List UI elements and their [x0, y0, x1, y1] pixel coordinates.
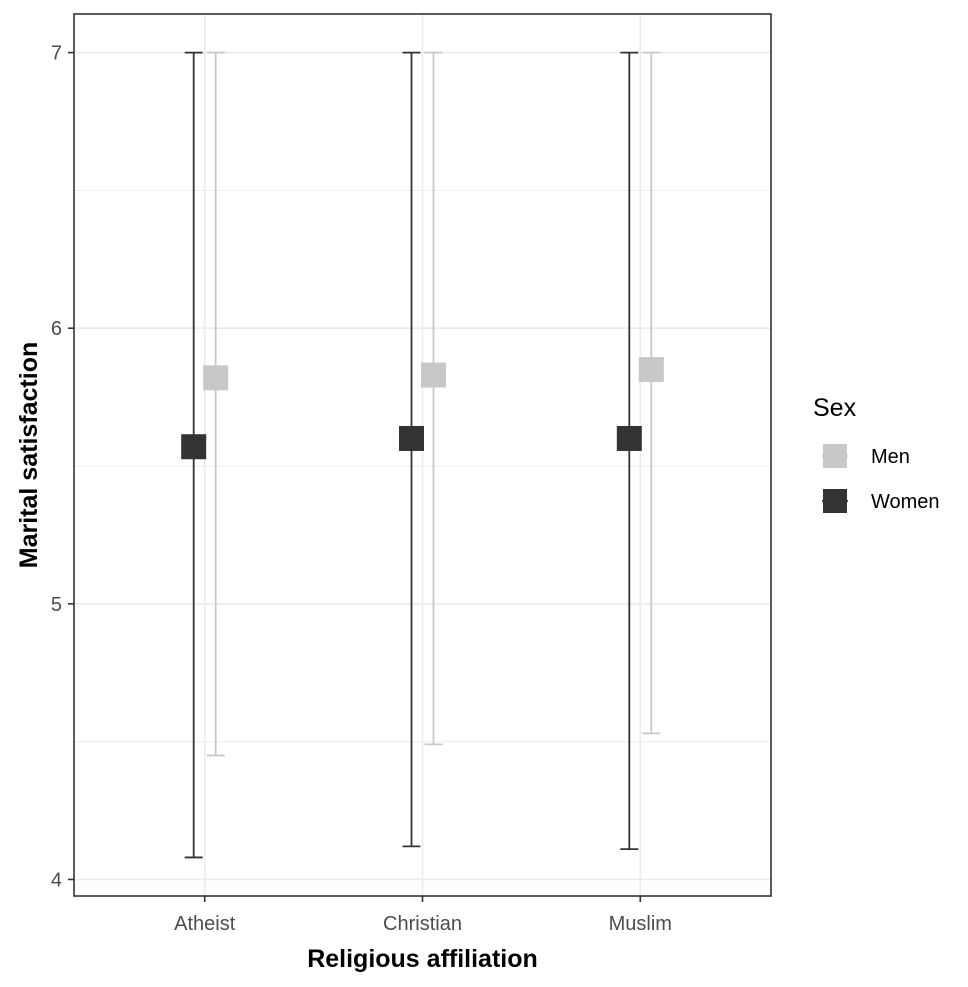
legend-key-square	[823, 489, 847, 513]
y-tick-label: 5	[51, 594, 62, 616]
axis-ticks: 4 5 6 7 Atheist Christian Muslim	[51, 43, 672, 935]
y-tick-label: 6	[51, 318, 62, 340]
points	[181, 357, 664, 460]
legend-label: Women	[871, 491, 940, 513]
legend-title: Sex	[813, 394, 857, 422]
y-tick-label: 7	[51, 43, 62, 65]
legend-item-women: Women	[822, 489, 940, 513]
data-point-men	[421, 362, 446, 388]
grid	[74, 14, 771, 896]
data-point-men	[203, 365, 229, 391]
x-tick-label: Atheist	[174, 913, 236, 935]
data-point-women	[616, 425, 642, 451]
data-point-men	[638, 357, 664, 383]
x-tick-label: Muslim	[609, 913, 672, 935]
x-tick-label: Christian	[383, 913, 462, 935]
data-point-women	[399, 425, 424, 451]
y-axis-title: Marital satisfaction	[15, 342, 43, 568]
data-point-women	[181, 434, 207, 460]
legend-label: Men	[871, 446, 910, 468]
legend-key-square	[823, 444, 847, 468]
y-tick-label: 4	[51, 869, 62, 891]
legend: Sex Men Women	[813, 394, 940, 513]
legend-items: Men Women	[822, 444, 940, 513]
legend-item-men: Men	[822, 444, 910, 468]
x-axis-title: Religious affiliation	[307, 945, 538, 973]
